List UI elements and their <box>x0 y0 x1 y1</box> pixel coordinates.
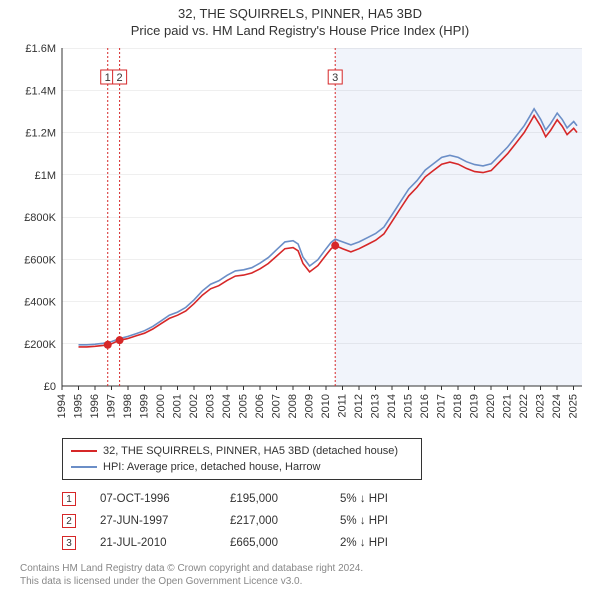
tx-diff: 5% ↓ HPI <box>340 493 460 505</box>
legend-swatch <box>71 450 97 452</box>
tx-price: £217,000 <box>230 515 340 527</box>
chart-area: £0 £200K £400K £600K £800K £1M £1.2M £1.4M £1.6M… <box>8 42 592 432</box>
svg-text:£0: £0 <box>44 381 56 393</box>
tx-date: 07-OCT-1996 <box>100 493 230 505</box>
svg-text:1994: 1994 <box>56 394 68 418</box>
marker-badge: 1 <box>62 492 76 506</box>
svg-text:2020: 2020 <box>485 394 497 418</box>
svg-text:1998: 1998 <box>122 394 134 418</box>
svg-text:2010: 2010 <box>320 394 332 418</box>
legend-label: HPI: Average price, detached house, Harr… <box>103 461 320 473</box>
svg-text:2004: 2004 <box>221 394 233 418</box>
svg-text:2013: 2013 <box>370 394 382 418</box>
svg-text:2011: 2011 <box>337 394 349 418</box>
marker-badge: 3 <box>62 536 76 550</box>
svg-text:2009: 2009 <box>304 394 316 418</box>
svg-text:2016: 2016 <box>419 394 431 418</box>
tx-diff: 5% ↓ HPI <box>340 515 460 527</box>
svg-text:2014: 2014 <box>386 394 398 418</box>
svg-text:2015: 2015 <box>403 394 415 418</box>
legend-swatch <box>71 466 97 468</box>
svg-text:£400K: £400K <box>24 297 56 309</box>
svg-text:1: 1 <box>105 72 111 84</box>
svg-text:2018: 2018 <box>452 394 464 418</box>
legend-item: 32, THE SQUIRRELS, PINNER, HA5 3BD (deta… <box>71 443 413 459</box>
svg-text:2023: 2023 <box>535 394 547 418</box>
svg-text:£1.4M: £1.4M <box>25 85 56 97</box>
svg-text:£1.2M: £1.2M <box>25 128 56 140</box>
svg-text:2024: 2024 <box>551 394 563 418</box>
tx-price: £195,000 <box>230 493 340 505</box>
svg-text:2025: 2025 <box>568 394 580 418</box>
line-chart: £0 £200K £400K £600K £800K £1M £1.2M £1.4M £1.6M… <box>8 42 592 432</box>
legend-item: HPI: Average price, detached house, Harr… <box>71 459 413 475</box>
svg-text:2019: 2019 <box>469 394 481 418</box>
svg-text:2022: 2022 <box>518 394 530 418</box>
footer-line: Contains HM Land Registry data © Crown c… <box>20 562 592 575</box>
svg-text:£1M: £1M <box>35 170 56 182</box>
footer: Contains HM Land Registry data © Crown c… <box>20 562 592 588</box>
table-row: 2 27-JUN-1997 £217,000 5% ↓ HPI <box>62 510 592 532</box>
svg-text:£800K: £800K <box>24 212 56 224</box>
svg-text:£1.6M: £1.6M <box>25 43 56 55</box>
svg-text:2006: 2006 <box>254 394 266 418</box>
legend-label: 32, THE SQUIRRELS, PINNER, HA5 3BD (deta… <box>103 445 398 457</box>
svg-text:1997: 1997 <box>106 394 118 418</box>
footer-line: This data is licensed under the Open Gov… <box>20 575 592 588</box>
svg-text:2: 2 <box>117 72 123 84</box>
marker-badge: 2 <box>62 514 76 528</box>
svg-text:1999: 1999 <box>139 394 151 418</box>
svg-text:£200K: £200K <box>24 339 56 351</box>
svg-text:1995: 1995 <box>73 394 85 418</box>
table-row: 1 07-OCT-1996 £195,000 5% ↓ HPI <box>62 488 592 510</box>
chart-subtitle: Price paid vs. HM Land Registry's House … <box>8 23 592 38</box>
tx-date: 21-JUL-2010 <box>100 537 230 549</box>
tx-date: 27-JUN-1997 <box>100 515 230 527</box>
svg-text:2005: 2005 <box>238 394 250 418</box>
tx-price: £665,000 <box>230 537 340 549</box>
svg-text:2002: 2002 <box>188 394 200 418</box>
table-row: 3 21-JUL-2010 £665,000 2% ↓ HPI <box>62 532 592 554</box>
legend: 32, THE SQUIRRELS, PINNER, HA5 3BD (deta… <box>62 438 422 480</box>
svg-text:1996: 1996 <box>89 394 101 418</box>
chart-title: 32, THE SQUIRRELS, PINNER, HA5 3BD <box>8 6 592 21</box>
svg-text:2008: 2008 <box>287 394 299 418</box>
svg-text:2003: 2003 <box>205 394 217 418</box>
svg-text:3: 3 <box>332 72 338 84</box>
svg-text:2021: 2021 <box>502 394 514 418</box>
svg-text:2017: 2017 <box>436 394 448 418</box>
svg-text:2001: 2001 <box>172 394 184 418</box>
svg-text:2000: 2000 <box>155 394 167 418</box>
svg-text:2007: 2007 <box>271 394 283 418</box>
svg-text:2012: 2012 <box>353 394 365 418</box>
tx-diff: 2% ↓ HPI <box>340 537 460 549</box>
transactions-table: 1 07-OCT-1996 £195,000 5% ↓ HPI 2 27-JUN… <box>62 488 592 554</box>
svg-text:£600K: £600K <box>24 254 56 266</box>
